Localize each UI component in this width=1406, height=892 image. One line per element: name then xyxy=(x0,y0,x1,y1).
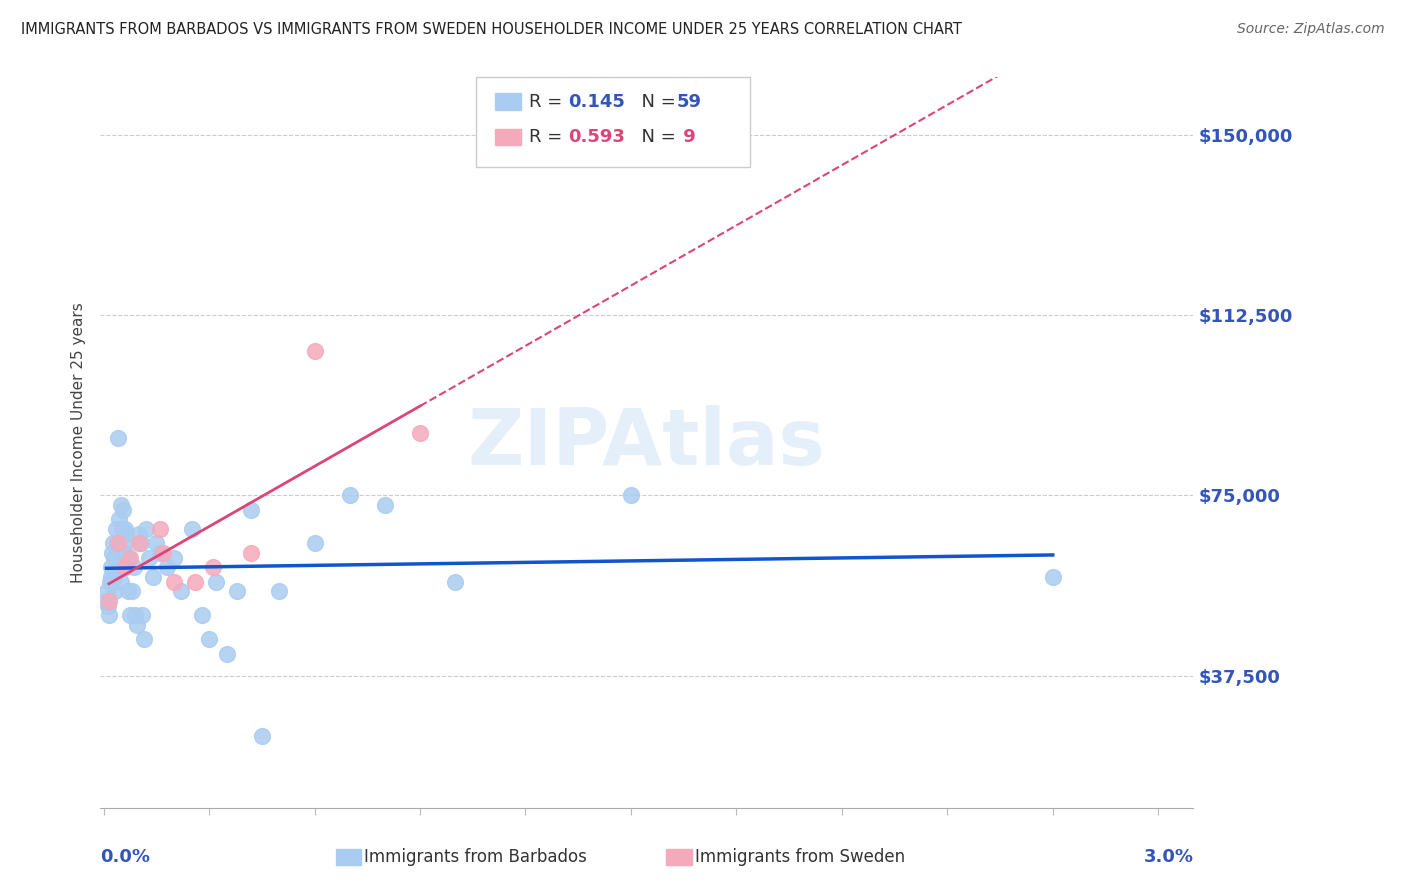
Text: N =: N = xyxy=(630,93,682,111)
Point xyxy=(240,546,263,560)
Point xyxy=(198,632,221,647)
Point xyxy=(128,526,150,541)
Point xyxy=(110,498,132,512)
Point xyxy=(107,431,129,445)
Point xyxy=(240,503,263,517)
Text: 0.593: 0.593 xyxy=(568,128,626,146)
Text: R =: R = xyxy=(529,93,568,111)
Point xyxy=(104,584,127,599)
Point xyxy=(100,560,122,574)
Point xyxy=(97,599,120,613)
Text: Immigrants from Barbados: Immigrants from Barbados xyxy=(364,847,588,865)
Point xyxy=(163,574,186,589)
Point xyxy=(112,536,135,550)
Point xyxy=(97,594,120,608)
Point xyxy=(170,584,193,599)
Point xyxy=(122,560,145,574)
Point xyxy=(101,546,124,560)
Point xyxy=(444,574,467,589)
Point xyxy=(97,608,120,623)
Point xyxy=(149,546,172,560)
Point xyxy=(191,608,214,623)
Point xyxy=(107,560,129,574)
Text: 0.145: 0.145 xyxy=(568,93,626,111)
Point xyxy=(105,536,128,550)
Point xyxy=(339,488,361,502)
Point xyxy=(304,536,326,550)
Point xyxy=(114,546,136,560)
Text: IMMIGRANTS FROM BARBADOS VS IMMIGRANTS FROM SWEDEN HOUSEHOLDER INCOME UNDER 25 Y: IMMIGRANTS FROM BARBADOS VS IMMIGRANTS F… xyxy=(21,22,962,37)
Point xyxy=(108,512,131,526)
Point xyxy=(107,536,129,550)
Point xyxy=(409,425,432,440)
Point xyxy=(117,550,139,565)
Point xyxy=(96,594,118,608)
Text: 3.0%: 3.0% xyxy=(1143,847,1194,865)
Point xyxy=(115,526,138,541)
Text: 9: 9 xyxy=(676,128,696,146)
Text: 0.0%: 0.0% xyxy=(100,847,150,865)
Point xyxy=(138,550,160,565)
Text: Source: ZipAtlas.com: Source: ZipAtlas.com xyxy=(1237,22,1385,37)
Point xyxy=(131,608,153,623)
Text: R =: R = xyxy=(529,128,568,146)
Point xyxy=(96,584,118,599)
Text: ZIPAtlas: ZIPAtlas xyxy=(468,405,825,481)
Point xyxy=(184,574,207,589)
Text: 59: 59 xyxy=(676,93,702,111)
Point xyxy=(117,584,139,599)
Point xyxy=(125,618,148,632)
Point xyxy=(118,608,141,623)
Point xyxy=(114,522,136,536)
Point xyxy=(620,488,643,502)
Point xyxy=(100,570,122,584)
Text: Immigrants from Sweden: Immigrants from Sweden xyxy=(695,847,904,865)
Point xyxy=(226,584,249,599)
Y-axis label: Householder Income Under 25 years: Householder Income Under 25 years xyxy=(72,302,86,582)
Point xyxy=(304,344,326,359)
Point xyxy=(149,522,172,536)
Point xyxy=(110,574,132,589)
Point xyxy=(205,574,228,589)
Point xyxy=(103,536,125,550)
Point xyxy=(111,522,134,536)
Point xyxy=(201,560,224,574)
Point xyxy=(98,574,121,589)
Point xyxy=(152,546,174,560)
Point xyxy=(129,536,152,550)
Point xyxy=(132,632,155,647)
Point xyxy=(103,550,125,565)
Point xyxy=(111,503,134,517)
Point xyxy=(103,570,125,584)
Point xyxy=(128,536,150,550)
Point xyxy=(121,584,143,599)
Point xyxy=(142,570,165,584)
Point xyxy=(250,729,273,743)
Point xyxy=(215,647,238,661)
Point xyxy=(156,560,179,574)
Point xyxy=(163,550,186,565)
Point xyxy=(135,522,157,536)
Point xyxy=(124,608,146,623)
Text: N =: N = xyxy=(630,128,682,146)
Point xyxy=(374,498,396,512)
Point xyxy=(104,522,127,536)
Point xyxy=(1042,570,1064,584)
Point xyxy=(145,536,167,550)
Point xyxy=(118,550,141,565)
Point xyxy=(269,584,291,599)
Point xyxy=(114,560,136,574)
Point xyxy=(180,522,202,536)
